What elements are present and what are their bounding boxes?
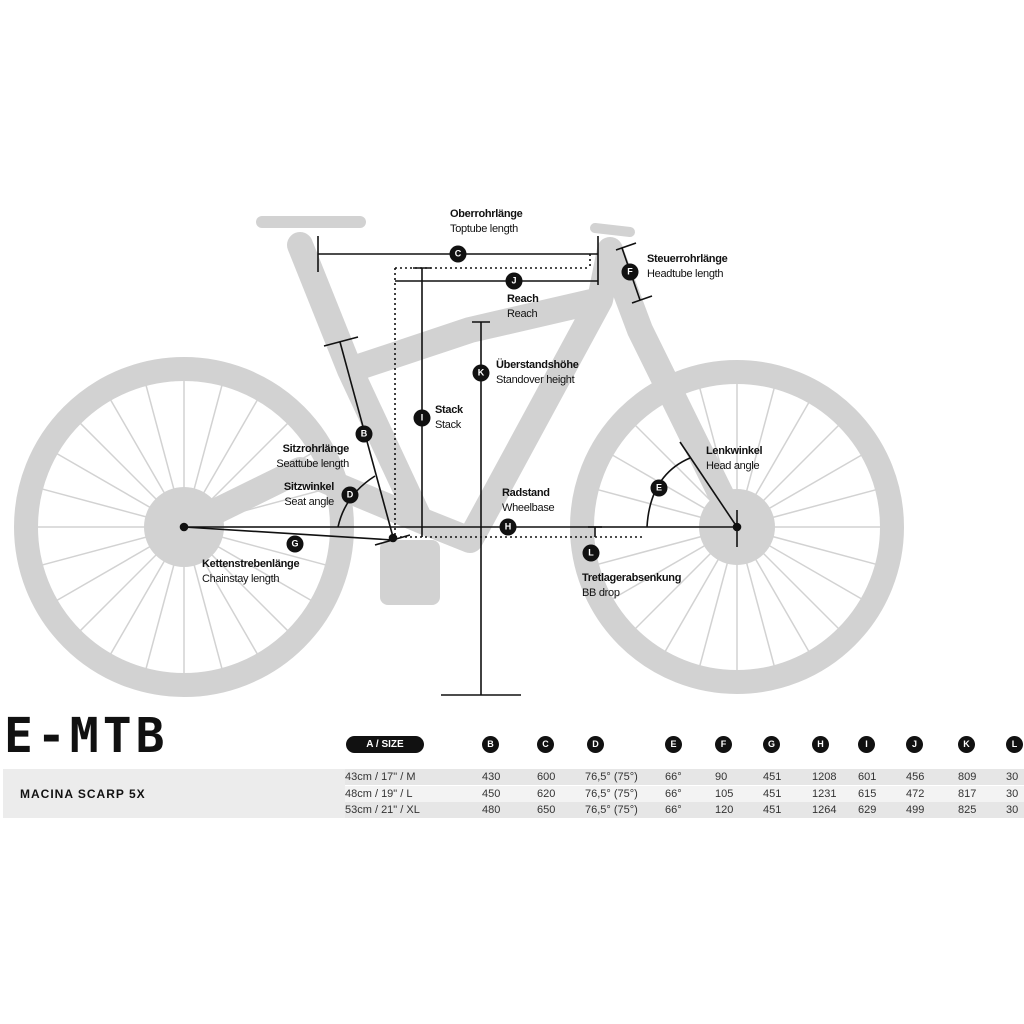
- value-cell: 499: [906, 804, 925, 816]
- marker-e: E: [650, 479, 668, 497]
- column-header-c: C: [537, 736, 554, 753]
- value-cell: 105: [715, 787, 734, 800]
- column-header-d: D: [587, 736, 604, 753]
- value-cell: 120: [715, 804, 734, 816]
- marker-l: L: [582, 544, 600, 562]
- value-cell: 76,5° (75°): [585, 804, 638, 816]
- size-cell: 48cm / 19" / L: [345, 787, 413, 800]
- label-stack: Stack Stack: [435, 404, 463, 431]
- marker-b: B: [355, 425, 373, 443]
- value-cell: 66°: [665, 804, 682, 816]
- column-header-e: E: [665, 736, 682, 753]
- label-reach: Reach Reach: [507, 293, 539, 320]
- marker-g: G: [286, 535, 304, 553]
- marker-j: J: [505, 272, 523, 290]
- column-header-b: B: [482, 736, 499, 753]
- column-header-f: F: [715, 736, 732, 753]
- table-row: 53cm / 21" / XL 480 650 76,5° (75°) 66° 120 45…: [345, 802, 1024, 818]
- value-cell: 450: [482, 787, 501, 800]
- value-cell: 76,5° (75°): [585, 787, 638, 800]
- label-headtube: Steuerrohrlänge Headtube length: [647, 253, 728, 280]
- value-cell: 430: [482, 771, 501, 783]
- label-bb-drop: Tretlagerabsenkung BB drop: [582, 572, 682, 599]
- column-header-j: J: [906, 736, 923, 753]
- value-cell: 66°: [665, 771, 682, 783]
- value-cell: 451: [763, 804, 782, 816]
- value-cell: 90: [715, 771, 728, 783]
- label-chainstay: Kettenstrebenlänge Chainstay length: [202, 558, 300, 585]
- value-cell: 629: [858, 804, 877, 816]
- bike-silhouette: [14, 216, 904, 697]
- value-cell: 30: [1006, 804, 1019, 816]
- column-header-l: L: [1006, 736, 1023, 753]
- value-cell: 66°: [665, 787, 682, 800]
- size-header: A / SIZE: [346, 736, 424, 753]
- column-header-h: H: [812, 736, 829, 753]
- value-cell: 1231: [812, 787, 837, 800]
- value-cell: 1208: [812, 771, 837, 783]
- value-cell: 600: [537, 771, 556, 783]
- marker-k: K: [472, 364, 490, 382]
- size-cell: 43cm / 17" / M: [345, 771, 416, 783]
- label-standover: Überstandshöhe Standover height: [496, 359, 579, 386]
- column-header-i: I: [858, 736, 875, 753]
- marker-d: D: [341, 486, 359, 504]
- value-cell: 601: [858, 771, 877, 783]
- marker-i: I: [413, 409, 431, 427]
- value-cell: 30: [1006, 771, 1019, 783]
- motor: [380, 540, 440, 605]
- model-name: MACINA SCARP 5X: [20, 787, 146, 801]
- column-header-k: K: [958, 736, 975, 753]
- value-cell: 472: [906, 787, 925, 800]
- marker-c: C: [449, 245, 467, 263]
- label-wheelbase: Radstand Wheelbase: [502, 487, 555, 514]
- frame: [171, 232, 750, 553]
- value-cell: 1264: [812, 804, 837, 816]
- marker-h: H: [499, 518, 517, 536]
- value-cell: 825: [958, 804, 977, 816]
- handlebar: [590, 223, 635, 237]
- value-cell: 817: [958, 787, 977, 800]
- category-title: E-MTB: [4, 708, 169, 764]
- table-row: 48cm / 19" / L 450 620 76,5° (75°) 66° 105 451…: [345, 785, 1024, 802]
- size-cell: 53cm / 21" / XL: [345, 804, 420, 816]
- table-row: 43cm / 17" / M 430 600 76,5° (75°) 66° 90 451 1…: [345, 769, 1024, 785]
- model-cell: [3, 769, 345, 818]
- label-seattube: Sitzrohrlänge Seattube length: [276, 443, 349, 470]
- column-header-g: G: [763, 736, 780, 753]
- label-toptube: Oberrohrlänge Toptube length: [450, 208, 523, 235]
- value-cell: 456: [906, 771, 925, 783]
- value-cell: 451: [763, 771, 782, 783]
- value-cell: 451: [763, 787, 782, 800]
- value-cell: 615: [858, 787, 877, 800]
- label-seat-angle: Sitzwinkel Seat angle: [283, 481, 334, 508]
- value-cell: 30: [1006, 787, 1019, 800]
- label-head-angle: Lenkwinkel Head angle: [706, 445, 763, 472]
- value-cell: 650: [537, 804, 556, 816]
- value-cell: 620: [537, 787, 556, 800]
- value-cell: 480: [482, 804, 501, 816]
- value-cell: 809: [958, 771, 977, 783]
- bike-geometry-diagram: [14, 216, 904, 697]
- measure-lines: [179, 236, 742, 696]
- marker-f: F: [621, 263, 639, 281]
- value-cell: 76,5° (75°): [585, 771, 638, 783]
